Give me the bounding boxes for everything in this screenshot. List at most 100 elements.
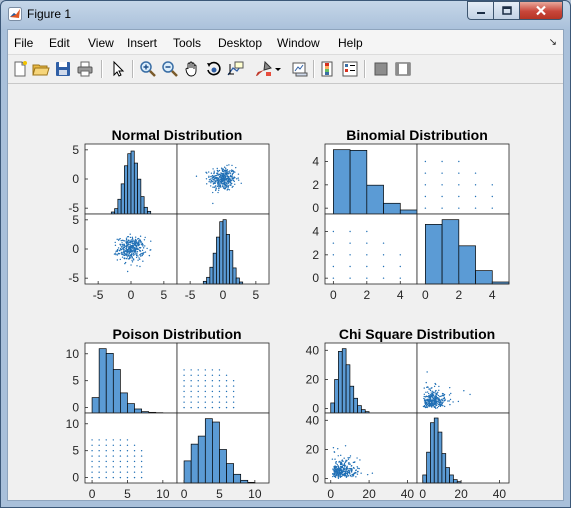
menu-insert[interactable]: Insert (127, 36, 158, 50)
scatter-point (128, 254, 130, 256)
scatter-point (133, 476, 136, 479)
x-tick-label: 5 (124, 487, 131, 500)
scatter-point (231, 170, 234, 172)
menu-desktop[interactable]: Desktop (218, 36, 263, 50)
menu-window[interactable]: Window (277, 36, 320, 50)
open-file-button[interactable] (32, 60, 50, 78)
save-button[interactable] (54, 60, 72, 78)
title-bar[interactable]: Figure 1 (1, 1, 570, 29)
scatter-point (334, 458, 336, 460)
histogram-bar (98, 348, 107, 414)
scatter-point (337, 448, 339, 450)
scatter-point (144, 245, 146, 247)
scatter-point (441, 398, 443, 401)
histogram-bar (233, 473, 242, 484)
scatter-point (232, 401, 235, 403)
scatter-point (342, 464, 344, 466)
scatter-point (231, 179, 233, 181)
menu-edit[interactable]: Edit (49, 36, 70, 50)
scatter-point (140, 455, 143, 457)
axes-background (417, 144, 509, 214)
hide-plot-tools-button[interactable] (372, 60, 390, 78)
scatter-point (132, 251, 134, 253)
pointer-icon (113, 60, 125, 77)
scatter-point (105, 476, 107, 479)
scatter-point (125, 251, 128, 253)
scatter-point (190, 374, 192, 377)
insert-legend-button[interactable] (341, 60, 359, 78)
scatter-point (343, 463, 346, 466)
rotate-3d-button[interactable] (205, 60, 223, 78)
scatter-point (141, 244, 143, 246)
scatter-point (138, 248, 140, 251)
scatter-point (434, 396, 436, 398)
dock-arrow-icon[interactable]: ↘ (548, 37, 557, 48)
data-cursor-button[interactable] (227, 60, 245, 78)
scatter-point (216, 174, 218, 177)
scatter-point (105, 439, 107, 441)
print-button[interactable] (76, 60, 94, 78)
maximize-button[interactable] (493, 1, 520, 20)
histogram-bar (240, 479, 249, 484)
scatter-point (349, 455, 352, 457)
scatter-point (225, 170, 228, 172)
scatter-point (129, 246, 132, 248)
scatter-point (440, 395, 442, 398)
pan-button[interactable] (183, 60, 201, 78)
insert-colorbar-button[interactable] (319, 60, 337, 78)
menu-help[interactable]: Help (338, 36, 363, 50)
zoom-in-button[interactable] (139, 60, 157, 78)
menu-file[interactable]: File (14, 36, 34, 50)
scatter-point (237, 179, 240, 181)
scatter-point (119, 460, 122, 463)
scatter-point (134, 253, 137, 255)
scatter-point (335, 461, 337, 463)
brush-dropdown[interactable] (274, 60, 282, 78)
chart-title: Normal Distribution (112, 127, 243, 143)
edit-plot-button[interactable] (109, 60, 127, 78)
scatter-point (449, 403, 451, 406)
scatter-point (218, 374, 221, 377)
scatter-point (227, 185, 229, 187)
scatter-point (434, 399, 436, 402)
scatter-point (210, 172, 213, 174)
scatter-point (335, 469, 338, 472)
minimize-icon (476, 11, 485, 14)
histogram-bar (130, 150, 135, 215)
scatter-point (121, 256, 124, 258)
scatter-point (232, 385, 235, 387)
minimize-button[interactable] (467, 1, 494, 20)
link-plot-button[interactable] (291, 60, 309, 78)
scatter-point (344, 445, 347, 447)
scatter-point (133, 471, 136, 473)
scatter-point (425, 391, 427, 394)
scatter-point (124, 257, 126, 259)
scatter-point (231, 164, 233, 167)
scatter-point (220, 167, 223, 169)
scatter-point (348, 463, 350, 465)
new-figure-button[interactable] (11, 60, 29, 78)
scatter-point (349, 475, 352, 477)
scatter-point (132, 242, 134, 244)
scatter-point (228, 164, 230, 166)
scatter-point (212, 178, 214, 181)
scatter-point (131, 261, 134, 263)
menu-tools[interactable]: Tools (173, 36, 202, 50)
scatter-point (115, 250, 117, 252)
scatter-point (340, 466, 342, 468)
menu-view[interactable]: View (88, 36, 114, 50)
close-button[interactable] (519, 1, 563, 20)
scatter-point (337, 476, 340, 478)
scatter-point (126, 251, 129, 253)
scatter-point (132, 240, 134, 243)
histogram-bar (219, 449, 227, 484)
scatter-point (341, 462, 343, 465)
scatter-point (231, 176, 233, 178)
show-plot-tools-button[interactable] (394, 60, 412, 78)
scatter-point (348, 471, 351, 473)
save-icon (56, 62, 70, 76)
histogram-bar (112, 369, 121, 414)
brush-button[interactable] (255, 60, 273, 78)
histogram-bar (206, 276, 211, 285)
zoom-out-button[interactable] (161, 60, 179, 78)
